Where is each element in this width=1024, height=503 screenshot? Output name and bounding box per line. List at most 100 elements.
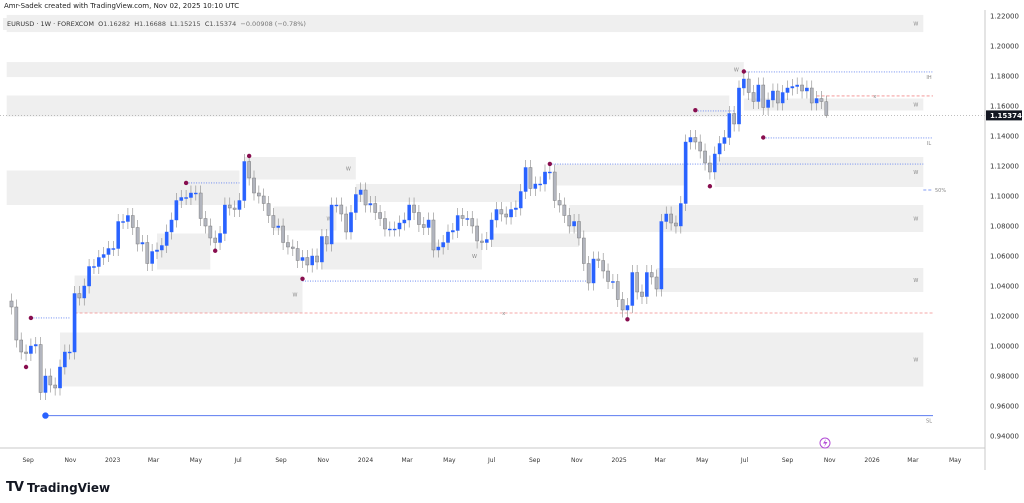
candle-body [800, 84, 804, 92]
candle-body [509, 209, 513, 218]
candle-body [130, 215, 135, 228]
candle-body [557, 200, 562, 206]
candle-body [378, 212, 382, 219]
candle-body [814, 98, 819, 104]
candle-body [150, 251, 154, 264]
candle-body [101, 254, 106, 258]
zone-label: W [734, 68, 739, 74]
candle-body [460, 215, 465, 219]
lightning-icon[interactable] [819, 437, 831, 449]
candle-body [615, 281, 620, 300]
candle-body [252, 177, 256, 194]
candle-body [451, 230, 455, 233]
time-tick-label: Jul [233, 457, 242, 464]
candle-body [441, 242, 445, 248]
candle-body [649, 272, 654, 278]
time-tick-label: May [443, 457, 456, 464]
candle-body [654, 276, 659, 290]
level-label: x [873, 94, 876, 100]
candle-body [431, 219, 436, 251]
candle-body [392, 228, 397, 231]
change-value: −0.00908 (−0.78%) [240, 20, 306, 28]
zone-rect [244, 157, 356, 180]
candle-body [218, 233, 222, 243]
time-tick-label: Nov [824, 457, 836, 464]
price-tick-label: 1.00000 [990, 343, 1019, 351]
candle-body [402, 219, 407, 224]
candle-body [87, 266, 91, 287]
candle-body [485, 239, 489, 243]
candle-body [771, 90, 775, 101]
candle-body [257, 192, 261, 197]
time-tick-label: Sep [782, 457, 794, 464]
candle-body [339, 204, 344, 215]
zone-rect [743, 98, 924, 111]
time-tick-label: Nov [65, 457, 77, 464]
zone-label: W [293, 292, 298, 298]
candle-body [291, 246, 295, 249]
price-axis[interactable]: 1.22000 1.20000 1.18000 1.16000 1.14000 1.120… [986, 13, 1022, 441]
time-tick-label: 2026 [864, 457, 879, 464]
candle-body [358, 189, 363, 195]
price-tick-label: 1.08000 [990, 223, 1019, 231]
candle-body [38, 344, 43, 393]
candle-body [164, 231, 169, 246]
candle-body [276, 225, 281, 228]
candle-body [528, 167, 533, 189]
candle-body [630, 272, 635, 306]
time-axis[interactable]: Sep Nov 2023 Mar May Jul Sep Nov 2024 Mar May Jul Se… [22, 457, 961, 464]
candle-body [523, 167, 528, 192]
candle-body [582, 237, 586, 264]
time-tick-label: Jul [487, 457, 496, 464]
symbol-legend[interactable]: EURUSD · 1W · FOREXCOM O1.16282 H1.16688… [3, 18, 310, 30]
price-tick-label: 0.98000 [990, 373, 1019, 381]
candle-body [266, 203, 271, 216]
level-label: IH [926, 75, 931, 81]
candle-body [227, 204, 232, 209]
candle-body [620, 299, 625, 311]
candle-body [552, 171, 557, 201]
candle-body [591, 258, 596, 284]
zone-rect [656, 268, 924, 292]
zone-rect [6, 170, 240, 205]
candle-body [727, 113, 732, 138]
candle-body [213, 237, 218, 243]
price-tick-label: 1.18000 [990, 73, 1019, 81]
tradingview-logo[interactable]: TV TradingView [6, 480, 110, 495]
candle-body [567, 215, 572, 227]
candle-body [809, 87, 814, 104]
brand-name: TradingView [26, 480, 111, 495]
level-label: SL [926, 419, 932, 425]
candle-body [140, 242, 145, 245]
candle-body [261, 195, 266, 204]
pivot-dot [547, 161, 553, 167]
candle-body [363, 189, 368, 206]
pivot-dot [625, 317, 630, 322]
candle-body [746, 78, 751, 93]
time-tick-label: Sep [275, 457, 287, 464]
price-tick-label: 1.12000 [990, 163, 1019, 171]
price-tick-label: 1.16000 [990, 103, 1019, 111]
candle-body [805, 87, 809, 92]
zone-label: W [913, 22, 918, 28]
candle-body [611, 281, 615, 283]
candle-body [329, 204, 334, 245]
pivot-dot [213, 248, 218, 253]
candle-body [543, 171, 547, 185]
candle-body [334, 204, 339, 207]
candle-body [548, 171, 552, 174]
candle-body [286, 242, 290, 248]
candle-body [475, 225, 479, 242]
time-tick-label: Mar [148, 457, 160, 464]
candle-body [48, 375, 53, 386]
zone-label: W [913, 278, 918, 284]
zone-rect [6, 62, 744, 78]
zone-label: W [913, 170, 918, 176]
candle-body [470, 218, 475, 227]
candle-body [785, 87, 790, 93]
candle-body [92, 266, 96, 268]
candle-body [383, 218, 387, 230]
pivot-dot [183, 180, 189, 186]
candle-body [174, 200, 179, 221]
